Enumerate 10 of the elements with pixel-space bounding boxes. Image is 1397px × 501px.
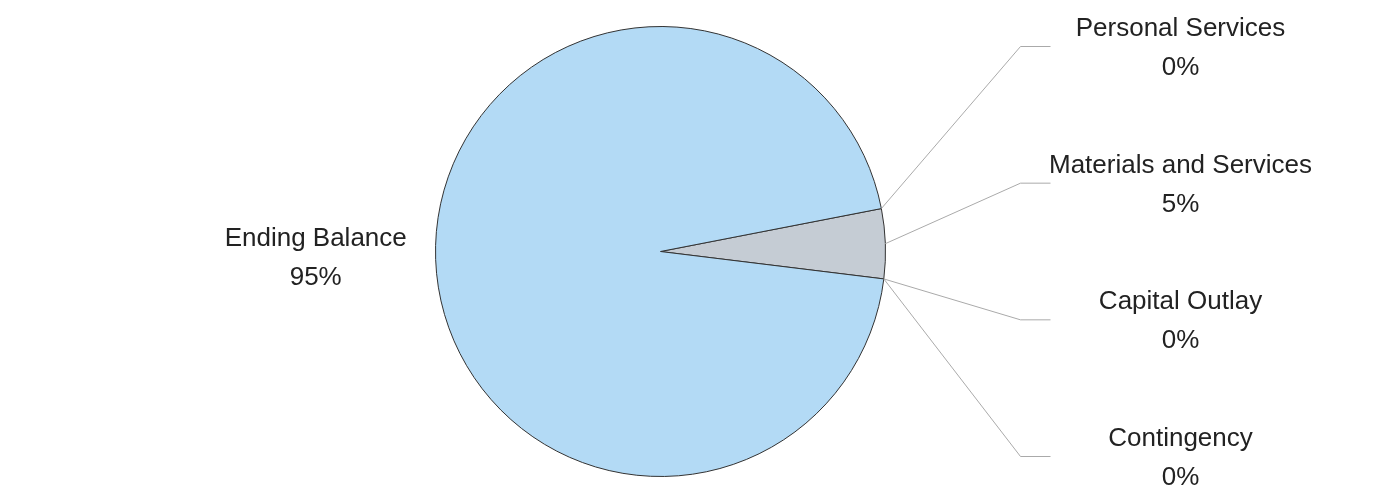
category-label: Capital Outlay <box>1098 285 1263 316</box>
text: 0% <box>1161 51 1200 81</box>
data-label: 5% <box>1161 187 1200 218</box>
category-label: Personal Services <box>1075 12 1286 42</box>
slice-label: Materials and Services <box>1049 148 1312 179</box>
category-label: Contingency <box>1108 422 1253 452</box>
slice-label: Ending Balance <box>224 221 407 252</box>
text: 0% <box>1161 461 1200 491</box>
text: 0% <box>1161 324 1200 355</box>
data-label: 95% <box>289 260 342 291</box>
